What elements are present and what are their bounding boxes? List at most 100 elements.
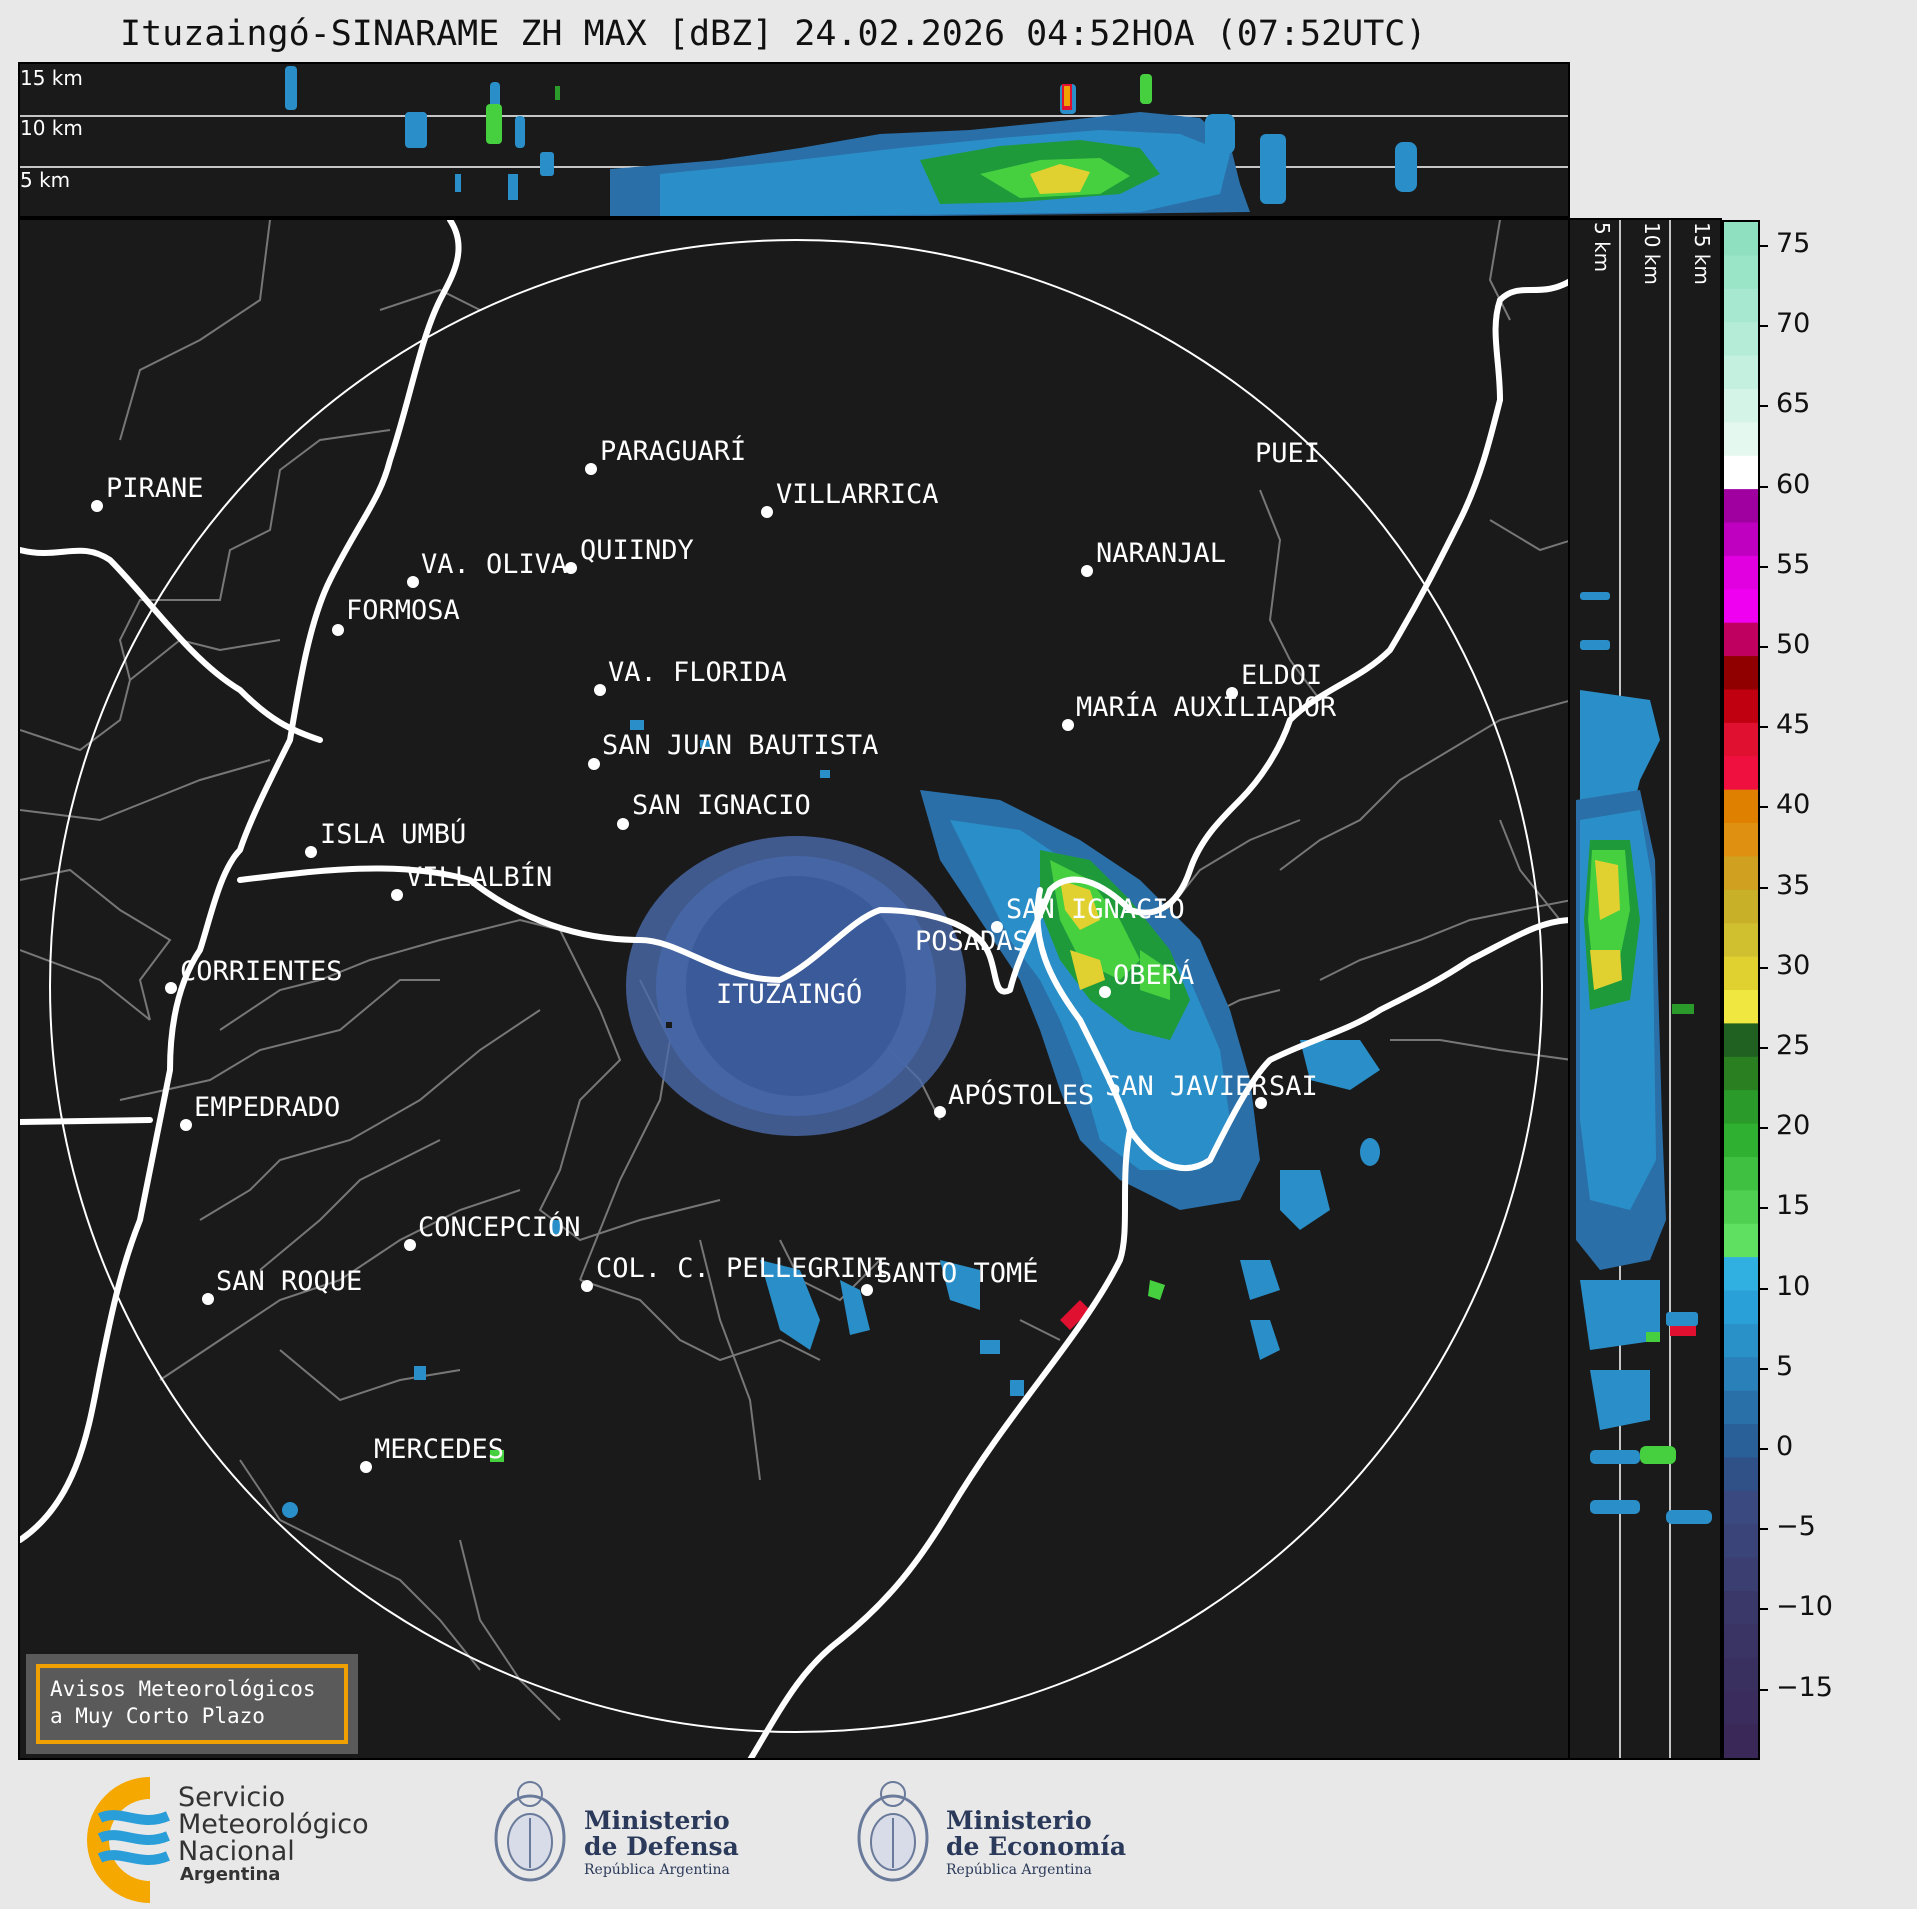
smn-line-3: Nacional [178,1836,295,1867]
city-dot-corrientes [165,982,177,994]
city-label-naranjal: NARANJAL [1096,538,1227,569]
defensa-sub: República Argentina [584,1862,730,1878]
smn-name: Servicio Meteorológico Nacional [178,1784,369,1865]
city-dot-va-oliva [407,576,419,588]
colorbar-tick-mark [1760,1287,1768,1290]
city-label-san-juan-bautista: SAN JUAN BAUTISTA [602,730,879,761]
colorbar-band [1724,1223,1758,1258]
city-dot-eldoi [1226,687,1238,699]
colorbar-tick-mark [1760,245,1768,247]
city-label-posadas: POSADAS [915,926,1029,957]
colorbar-tick-mark [1760,1207,1768,1210]
colorbar-tick-label: 70 [1776,308,1811,340]
colorbar-band [1724,1023,1758,1058]
city-label-sai: SAI [1269,1071,1318,1102]
colorbar-tick-label: 10 [1776,1270,1811,1302]
defensa-line-1: Ministerio [584,1806,730,1835]
colorbar-band [1724,355,1758,390]
city-label-paraguari: PARAGUARÍ [600,436,747,467]
city-label-puei: PUEI [1255,438,1321,469]
colorbar-band [1724,1323,1758,1358]
colorbar-tick-label: −10 [1776,1591,1833,1623]
colorbar-tick-label: 75 [1776,228,1811,259]
defensa-coat-of-arms-icon [494,1781,566,1882]
colorbar-band [1724,622,1758,657]
colorbar-band [1724,455,1758,490]
colorbar-band [1724,1724,1758,1758]
top-cross-section-echoes [20,66,1568,216]
colorbar-band [1724,1657,1758,1692]
colorbar-tick-mark [1760,325,1768,328]
city-label-eldoi: ELDOI [1241,660,1323,691]
city-dot-mercedes [360,1461,372,1473]
colorbar-band [1724,1591,1758,1625]
city-label-san-ignacio-py: SAN IGNACIO [632,790,811,821]
city-label-villarrica: VILLARRICA [776,479,939,510]
city-dot-san-ignacio-py [617,818,629,830]
city-label-apostoles: APÓSTOLES [948,1080,1095,1111]
city-dot-san-juan-bautista [588,758,600,770]
city-label-maria-auxiliadora: MARÍA AUXILIADOR [1076,692,1337,723]
radar-site-marker [666,1022,672,1028]
city-label-obera: OBERÁ [1113,960,1195,991]
colorbar-tick-label: −15 [1776,1671,1833,1703]
colorbar-band [1724,1457,1758,1492]
colorbar-tick-label: 5 [1776,1350,1794,1382]
colorbar-tick-label: 40 [1776,789,1811,821]
top-alt-label-15: 15 km [20,66,83,90]
colorbar-band [1724,255,1758,290]
colorbar-tick-label: −5 [1776,1511,1816,1543]
colorbar-tick-label: 60 [1776,468,1811,500]
colorbar-band [1724,589,1758,624]
colorbar-tick-label: 25 [1776,1030,1811,1061]
right-cross-section: 5 km 10 km 15 km [1568,218,1722,1760]
city-label-va-oliva: VA. OLIVA [421,549,568,580]
colorbar-band [1724,322,1758,357]
colorbar-band [1724,555,1758,590]
colorbar-tick-mark [1760,646,1768,648]
colorbar-tick-label: 65 [1776,388,1811,420]
economia-sub: República Argentina [946,1862,1092,1878]
warning-box: Avisos Meteorológicos a Muy Corto Plazo [26,1654,358,1754]
colorbar-tick-mark [1760,1528,1768,1531]
city-label-col-pellegrini: COL. C. PELLEGRINI [596,1253,889,1284]
city-label-mercedes: MERCEDES [374,1434,505,1465]
economia-line-2: de Economía [946,1832,1127,1861]
city-label-villalbin: VILLALBÍN [406,862,553,893]
right-alt-label-5: 5 km [1590,222,1614,273]
city-dot-formosa [332,624,344,636]
colorbar-band [1724,789,1758,824]
city-dot-isla-umbu [305,846,317,858]
colorbar-tick-mark [1760,806,1768,809]
colorbar-tick-mark [1760,1367,1768,1370]
colorbar-tick-label: 15 [1776,1190,1811,1222]
smn-country: Argentina [180,1864,281,1885]
colorbar-tick-label: 45 [1776,709,1811,741]
city-dot-concepcion [404,1239,416,1251]
colorbar-band [1724,222,1758,256]
colorbar-band [1724,823,1758,857]
map-background [20,220,1568,1758]
city-dot-empedrado [180,1119,192,1131]
right-cross-section-echoes [1576,220,1712,1758]
footer-logo-graphics [87,1777,929,1903]
economia-line-1: Ministerio [946,1806,1092,1835]
colorbar-band [1724,522,1758,557]
colorbar-band [1724,1290,1758,1325]
colorbar-tick-label: 0 [1776,1431,1794,1462]
city-dot-col-pellegrini [581,1280,593,1292]
colorbar-band [1724,1691,1758,1726]
city-label-corrientes: CORRIENTES [180,956,343,987]
colorbar-band [1724,1557,1758,1592]
colorbar-band [1724,489,1758,524]
colorbar-tick-label: 35 [1776,869,1811,901]
city-dot-san-ignacio-ar [991,921,1003,933]
defensa-name: Ministerio de Defensa [584,1808,739,1860]
colorbar-tick-mark [1760,1688,1768,1691]
colorbar-tick-mark [1760,726,1768,729]
colorbar-band [1724,1357,1758,1392]
city-label-quiindy: QUIINDY [580,535,694,566]
city-dot-sai [1255,1097,1267,1109]
colorbar-band [1724,1624,1758,1659]
colorbar-band [1724,756,1758,791]
